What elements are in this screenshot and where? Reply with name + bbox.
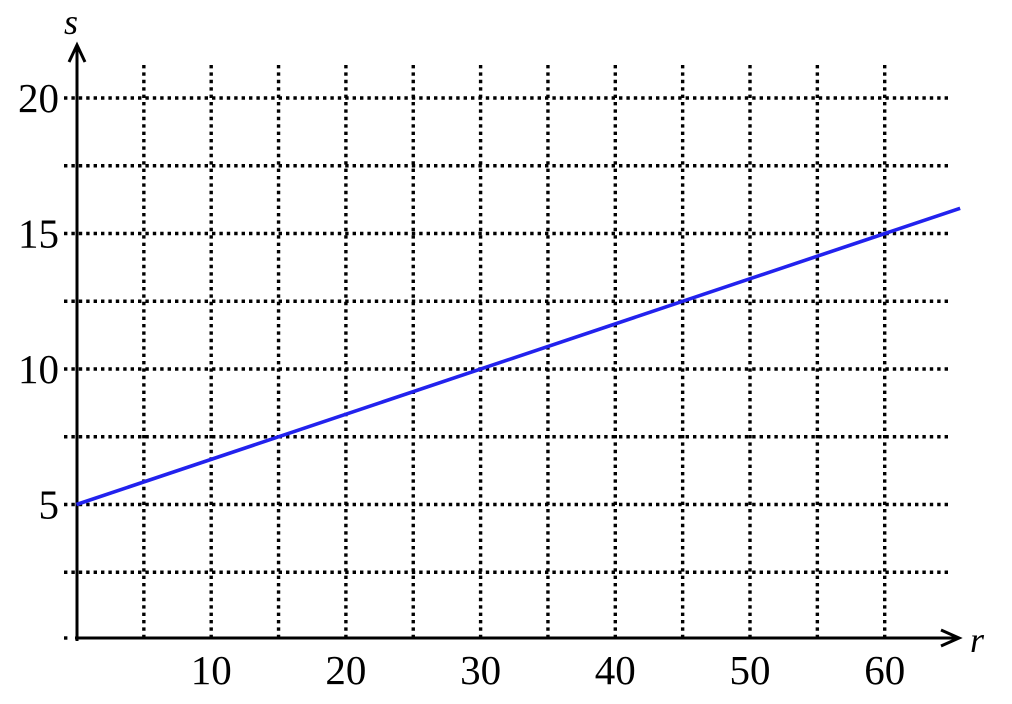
x-tick-label: 10 bbox=[191, 647, 232, 693]
tick-labels: 10 20 30 40 50 60 5 10 15 20 bbox=[18, 75, 905, 693]
y-tick-label: 15 bbox=[18, 211, 59, 257]
y-axis-label: s bbox=[64, 2, 78, 42]
axes bbox=[67, 41, 963, 648]
series-line bbox=[75, 206, 961, 507]
x-tick-label: 60 bbox=[864, 647, 905, 693]
x-tick-label: 20 bbox=[325, 647, 366, 693]
x-axis-arrowhead bbox=[940, 628, 963, 648]
x-tick-label: 40 bbox=[595, 647, 636, 693]
x-axis-label: r bbox=[970, 620, 985, 660]
x-tick-label: 30 bbox=[460, 647, 501, 693]
y-tick-label: 20 bbox=[18, 75, 59, 121]
x-tick-label: 50 bbox=[730, 647, 771, 693]
y-axis-arrowhead bbox=[67, 41, 87, 63]
y-tick-label: 10 bbox=[18, 346, 59, 392]
y-tick-label: 5 bbox=[39, 482, 60, 528]
grid bbox=[64, 65, 949, 640]
